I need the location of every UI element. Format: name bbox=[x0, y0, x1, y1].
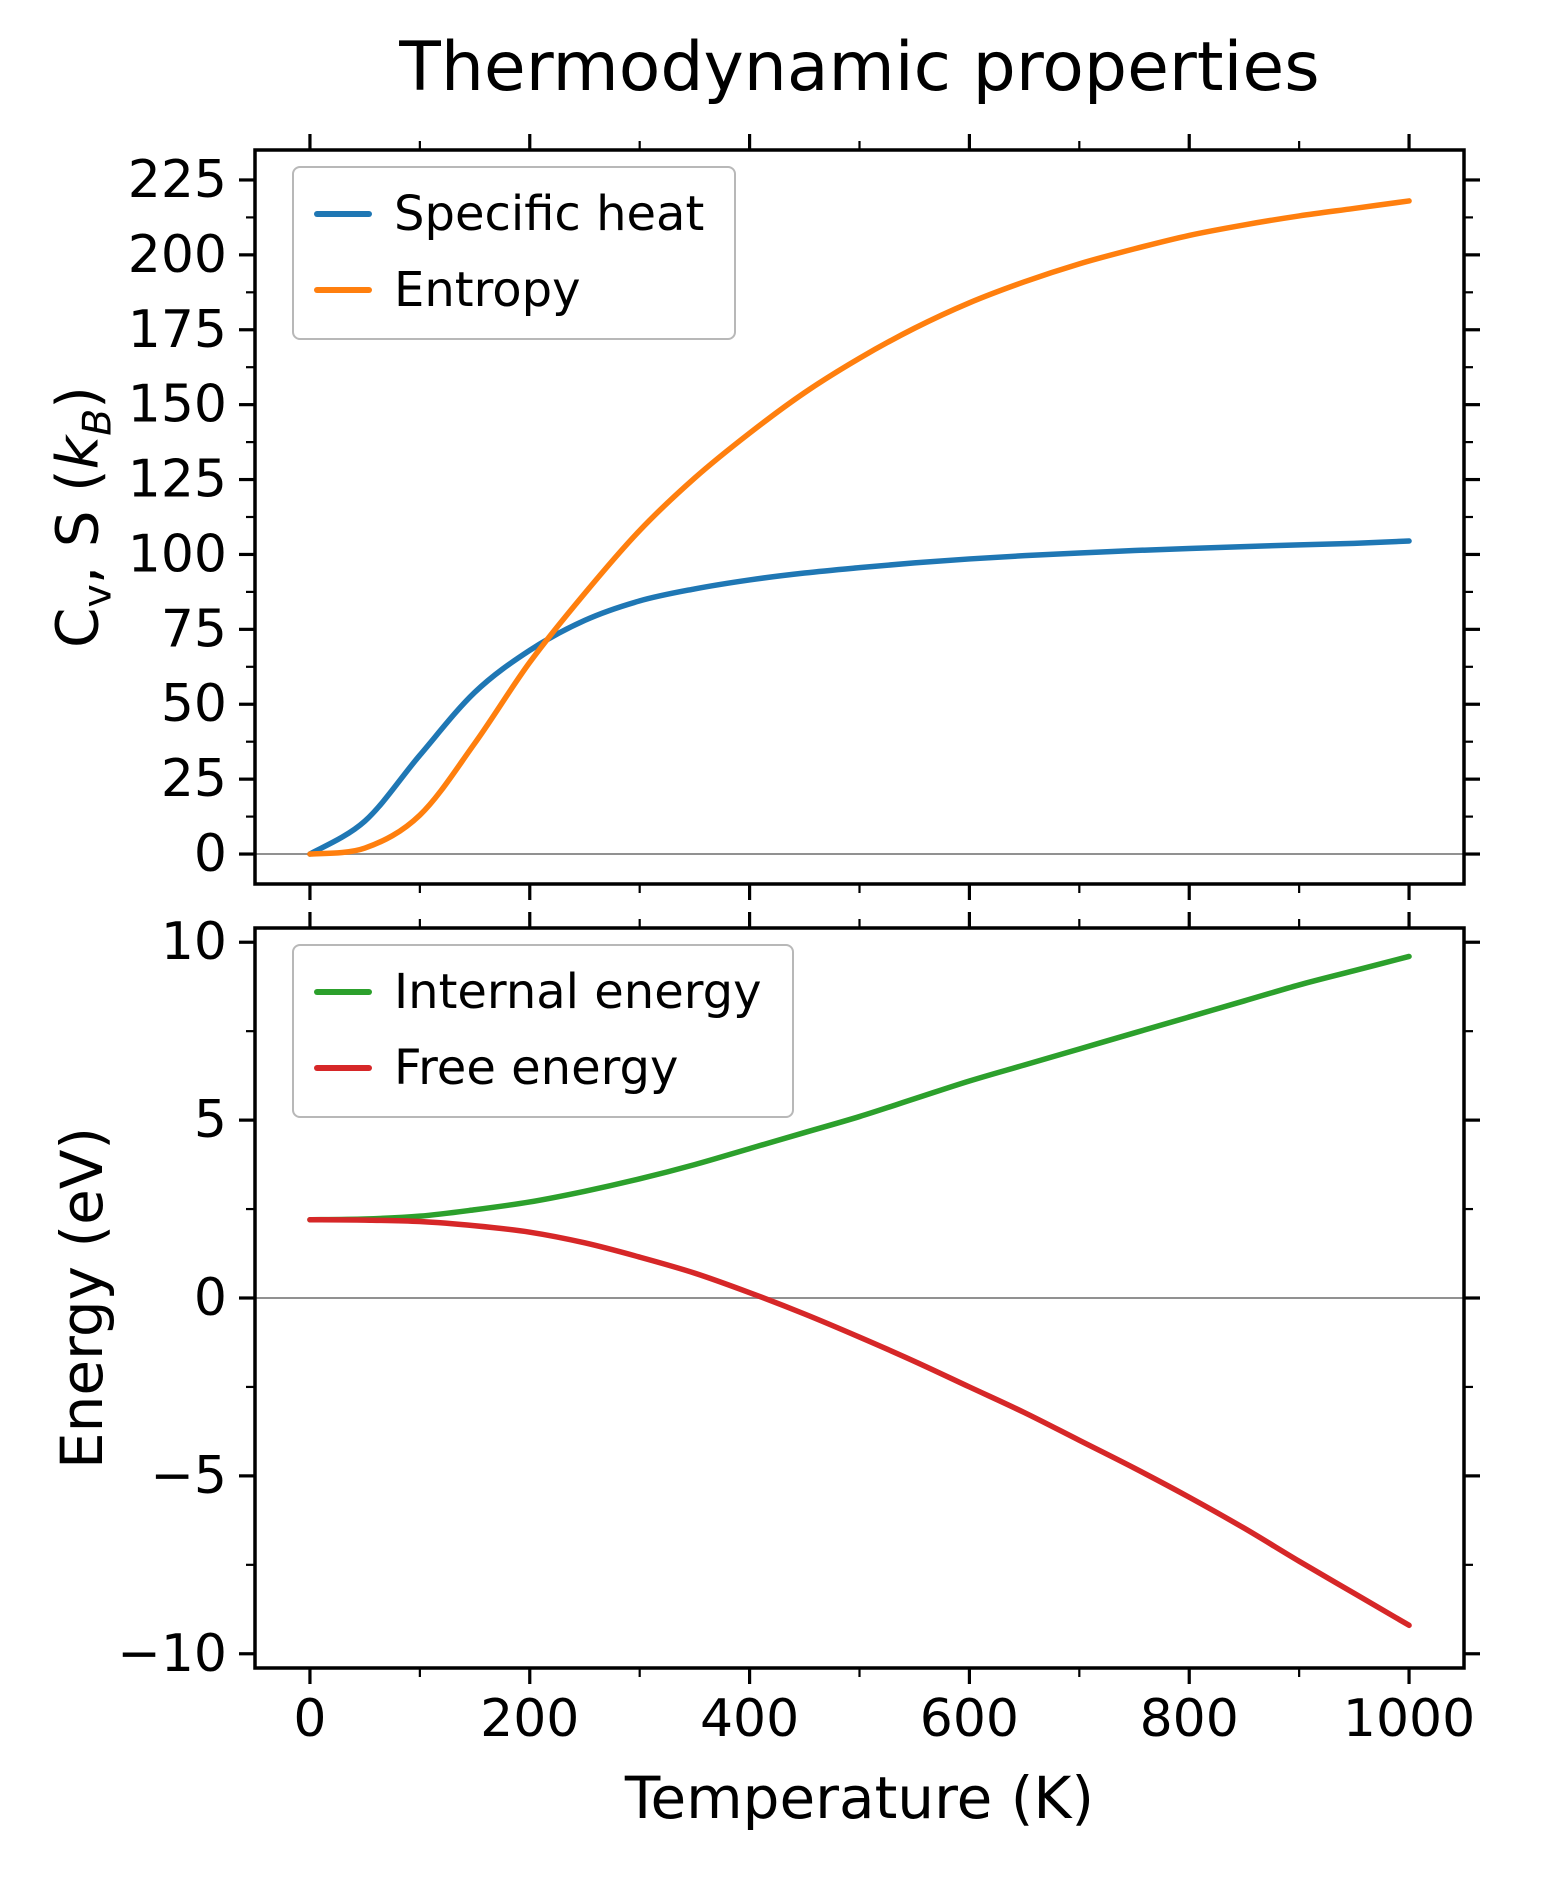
ylabel-part: k bbox=[43, 435, 112, 470]
ylabel-subscript: v bbox=[74, 584, 121, 608]
x-axis-label: Temperature (K) bbox=[624, 1764, 1095, 1832]
bottom-y-axis-label: Energy (eV) bbox=[48, 1126, 116, 1470]
chart-title: Thermodynamic properties bbox=[399, 28, 1320, 107]
x-tick-label: 1000 bbox=[1343, 1689, 1475, 1749]
ylabel-part: ) bbox=[43, 386, 112, 409]
subplot-1: 0 200 400 600 800 1000 −10 −5 0 5 10 bbox=[117, 912, 1480, 1749]
legend-item: Specific heat bbox=[314, 184, 704, 244]
legend-bottom: Internal energy Free energy bbox=[292, 944, 794, 1118]
x-tick-label: 400 bbox=[700, 1689, 799, 1749]
x-tick-label: 800 bbox=[1140, 1689, 1239, 1749]
legend-line-sample-entropy bbox=[314, 287, 372, 293]
series-line-entropy bbox=[307, 198, 1412, 857]
y-tick-label: 10 bbox=[161, 912, 227, 972]
y-tick-label: 125 bbox=[128, 450, 227, 510]
subplot-0: 0 25 50 75 100 125 150 175 200 225 bbox=[128, 134, 1480, 900]
legend-top: Specific heat Entropy bbox=[292, 166, 737, 340]
legend-item: Entropy bbox=[314, 260, 704, 320]
y-tick-label: 25 bbox=[161, 749, 227, 809]
y-tick-label: 0 bbox=[194, 824, 227, 884]
series-line-internal-energy bbox=[307, 953, 1412, 1223]
y-tick-label: 0 bbox=[194, 1268, 227, 1328]
y-tick-label: 5 bbox=[194, 1090, 227, 1150]
y-tick-label: 75 bbox=[161, 599, 227, 659]
x-tick-label: 0 bbox=[293, 1689, 326, 1749]
legend-label: Specific heat bbox=[394, 186, 705, 242]
y-tick-label: −10 bbox=[117, 1624, 227, 1684]
series-line-free-energy bbox=[307, 1216, 1412, 1629]
legend-label: Internal energy bbox=[394, 964, 762, 1020]
legend-line-sample-specific-heat bbox=[314, 211, 372, 217]
legend-label: Entropy bbox=[394, 262, 581, 318]
y-tick-label: 50 bbox=[161, 674, 227, 734]
y-tick-label: 100 bbox=[128, 524, 227, 584]
y-tick-label: 175 bbox=[128, 300, 227, 360]
ylabel-subscript: B bbox=[74, 409, 120, 436]
legend-item: Internal energy bbox=[314, 962, 762, 1022]
y-tick-label: −5 bbox=[150, 1446, 227, 1506]
y-tick-label: 150 bbox=[128, 375, 227, 435]
legend-line-sample-internal-energy bbox=[314, 989, 372, 995]
x-tick-label: 200 bbox=[480, 1689, 579, 1749]
x-tick-label: 600 bbox=[920, 1689, 1019, 1749]
legend-item: Free energy bbox=[314, 1038, 762, 1098]
ylabel-part: C bbox=[43, 607, 112, 648]
ylabel-part: , S ( bbox=[43, 469, 112, 585]
ylabel-part: B bbox=[74, 408, 121, 436]
y-tick-label: 225 bbox=[128, 150, 227, 210]
legend-line-sample-free-energy bbox=[314, 1065, 372, 1071]
series-line-specific-heat bbox=[307, 538, 1412, 857]
top-y-axis-label: Cv, S (kB) bbox=[44, 386, 121, 648]
legend-label: Free energy bbox=[394, 1040, 679, 1096]
y-tick-label: 200 bbox=[128, 225, 227, 285]
